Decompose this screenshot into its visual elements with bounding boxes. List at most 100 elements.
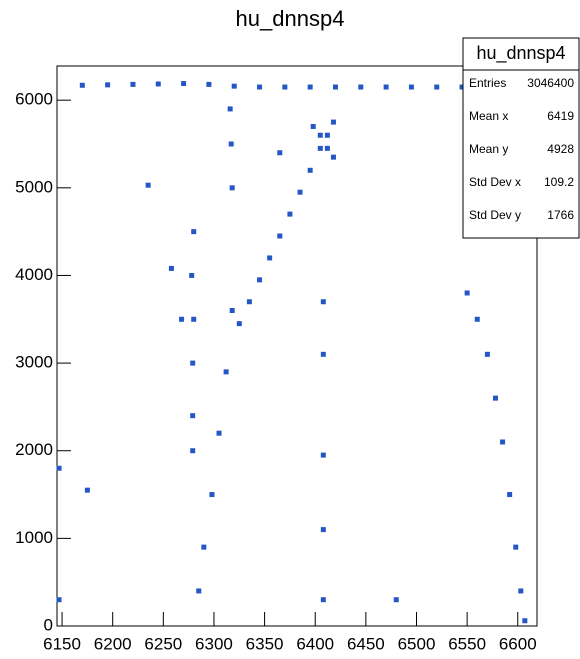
chart-title: hu_dnnsp4 [236,6,345,31]
point [56,597,62,603]
y-tick-label: 2000 [15,440,53,459]
x-tick-label: 6550 [448,634,486,653]
point [223,369,229,375]
point [332,84,338,90]
point [464,290,470,296]
stats-frame [462,37,580,239]
point [287,211,293,217]
point [324,132,330,138]
point [500,439,506,445]
point [307,167,313,173]
point [190,360,196,366]
point [236,321,242,327]
point [190,413,196,419]
point [168,265,174,271]
point [320,299,326,305]
point [191,229,197,235]
point [320,351,326,357]
plot-frame [56,65,538,627]
point [507,492,513,498]
point [317,132,323,138]
point [56,465,62,471]
stats-box: hu_dnnsp4 Entries 3046400 Mean x 6419 Mean y… [462,37,580,239]
point [307,84,313,90]
y-tick-label: 3000 [15,353,53,372]
x-tick-label: 6200 [94,634,132,653]
stats-label: Mean x [469,109,508,123]
point [227,106,233,112]
x-tick-label: 6300 [195,634,233,653]
y-tick-label: 4000 [15,265,53,284]
point [190,448,196,454]
x-tick-label: 6400 [296,634,334,653]
point [434,84,440,90]
point [130,81,136,87]
stats-label: Std Dev y [469,208,521,222]
point [393,597,399,603]
point [518,588,524,594]
point [267,255,273,261]
point [179,316,185,322]
point [383,84,389,90]
point [189,272,195,278]
point [324,145,330,151]
y-tick-label: 5000 [15,177,53,196]
point [155,81,161,87]
point [84,487,90,493]
point [358,84,364,90]
point [206,81,212,87]
point [330,154,336,160]
point [277,150,283,156]
x-tick-label: 6450 [347,634,385,653]
point [257,277,263,283]
stats-title: hu_dnnsp4 [476,43,565,64]
y-tick-label: 0 [44,615,53,634]
stats-label: Std Dev x [469,175,521,189]
stats-value: 6419 [547,109,574,123]
point [320,597,326,603]
point [282,84,288,90]
y-tick-label: 1000 [15,528,53,547]
x-tick-label: 6600 [499,634,537,653]
point [320,452,326,458]
point [297,189,303,195]
stats-label: Mean y [469,142,508,156]
point [79,82,85,88]
point [246,299,252,305]
point [317,145,323,151]
point [408,84,414,90]
x-tick-label: 6500 [398,634,436,653]
point [201,544,207,550]
point [145,182,151,188]
point [191,316,197,322]
point [277,233,283,239]
stats-value: 4928 [547,142,574,156]
x-tick-label: 6350 [246,634,284,653]
x-tick-label: 6150 [43,634,81,653]
y-tick-label: 6000 [15,90,53,109]
point [216,430,222,436]
point [459,84,465,90]
point [330,119,336,125]
stats-label: Entries [469,76,506,90]
stats-value: 1766 [547,208,574,222]
point [257,84,263,90]
stats-value: 3046400 [527,76,574,90]
point [231,83,237,89]
point [474,316,480,322]
point [105,82,111,88]
point [181,81,187,87]
point [484,351,490,357]
point [229,185,235,191]
point [196,588,202,594]
point [228,141,234,147]
point [209,492,215,498]
point [492,395,498,401]
stats-value: 109.2 [544,175,574,189]
x-tick-label: 6250 [144,634,182,653]
point [229,308,235,314]
point [513,544,519,550]
point [320,527,326,533]
point [522,618,528,624]
